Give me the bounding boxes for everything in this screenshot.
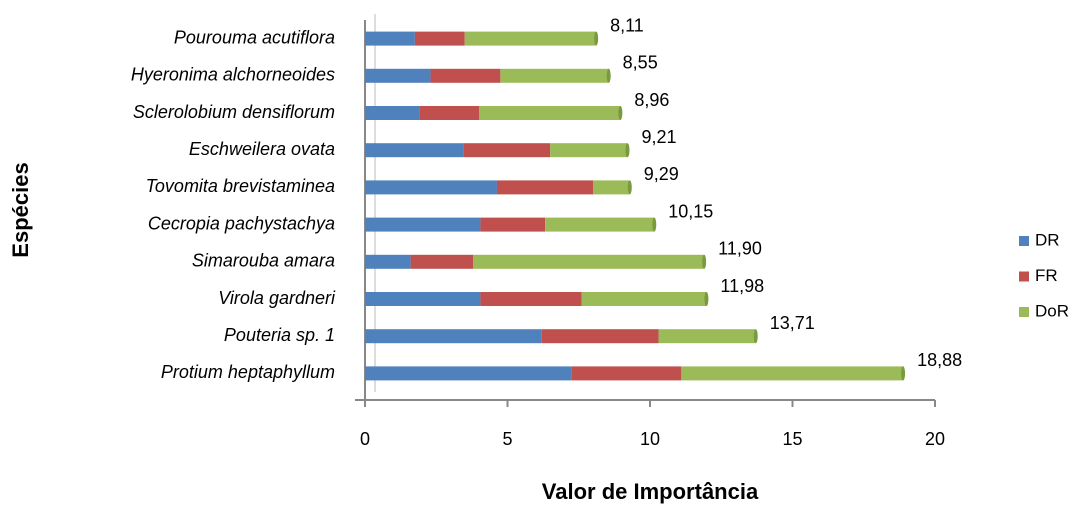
- category-label: Protium heptaphyllum: [161, 362, 335, 382]
- legend-swatch: [1019, 271, 1029, 282]
- bar-segment: [480, 292, 582, 306]
- bar-segment: [419, 106, 479, 120]
- bar-segment: [541, 329, 659, 344]
- bar-segment: [365, 106, 420, 120]
- category-label: Hyeronima alchorneoides: [131, 65, 335, 85]
- x-axis-label: Valor de Importância: [542, 479, 759, 504]
- bar-end: [652, 217, 657, 232]
- bar-segment: [681, 366, 904, 381]
- value-label: 11,90: [718, 239, 762, 259]
- x-tick-label: 10: [640, 429, 660, 449]
- category-label: Eschweilera ovata: [189, 139, 335, 159]
- bar-segment: [464, 31, 597, 46]
- bar-segment: [365, 180, 497, 195]
- legend-label: DR: [1035, 230, 1060, 249]
- bar-segment: [414, 31, 465, 46]
- bar-segment: [571, 366, 682, 381]
- bar-end: [627, 180, 632, 195]
- value-label: 8,96: [634, 90, 669, 110]
- bar-segment: [410, 254, 474, 269]
- bar-segment: [365, 254, 411, 269]
- y-axis-label: Espécies: [8, 162, 33, 257]
- bar-segment: [658, 329, 756, 344]
- category-label: Virola gardneri: [218, 288, 336, 308]
- category-label: Tovomita brevistaminea: [146, 176, 335, 196]
- bar-segment: [430, 68, 501, 83]
- legend-swatch: [1019, 236, 1029, 246]
- value-label: 13,71: [770, 313, 815, 333]
- bar-segment: [496, 180, 593, 195]
- legend-label: FR: [1035, 266, 1058, 285]
- legend-label: DoR: [1035, 301, 1069, 320]
- bar-segment: [365, 366, 572, 381]
- category-label: Pouteria sp. 1: [224, 325, 335, 345]
- bar-segment: [473, 254, 705, 269]
- x-tick-label: 15: [782, 429, 802, 449]
- bar-segment: [365, 68, 431, 83]
- bar-end: [625, 143, 630, 158]
- bar-end: [594, 31, 599, 46]
- x-tick-label: 5: [502, 429, 512, 449]
- bar-end: [702, 254, 707, 269]
- bar-segment: [365, 217, 481, 232]
- bar-segment: [463, 143, 551, 158]
- bar-segment: [545, 217, 655, 232]
- category-label: Cecropia pachystachya: [148, 213, 335, 233]
- bar-segment: [479, 106, 621, 120]
- bar-segment: [480, 217, 546, 232]
- bar-segment: [365, 329, 542, 344]
- bar-segment: [365, 143, 464, 158]
- category-label: Pourouma acutiflora: [174, 27, 335, 47]
- bar-segment: [365, 292, 481, 306]
- value-label: 10,15: [668, 201, 713, 221]
- bar-segment: [581, 292, 707, 306]
- bar-segment: [365, 31, 415, 46]
- x-tick-label: 20: [925, 429, 945, 449]
- bar-segment: [550, 143, 628, 158]
- bar-end: [606, 68, 611, 83]
- value-label: 11,98: [720, 276, 764, 296]
- bar-end: [753, 329, 758, 344]
- value-label: 9,21: [641, 127, 676, 147]
- bar-segment: [500, 68, 609, 83]
- x-tick-label: 0: [360, 429, 370, 449]
- bar-end: [704, 292, 709, 306]
- value-label: 8,55: [623, 53, 658, 73]
- bar-end: [618, 106, 623, 120]
- bar-end: [901, 366, 906, 381]
- value-label: 8,11: [610, 15, 644, 35]
- value-label: 18,88: [917, 350, 962, 370]
- value-label: 9,29: [644, 164, 679, 184]
- bar-segment: [593, 180, 630, 195]
- legend-swatch: [1019, 307, 1029, 317]
- category-label: Sclerolobium densiflorum: [133, 102, 335, 122]
- category-label: Simarouba amara: [192, 251, 335, 271]
